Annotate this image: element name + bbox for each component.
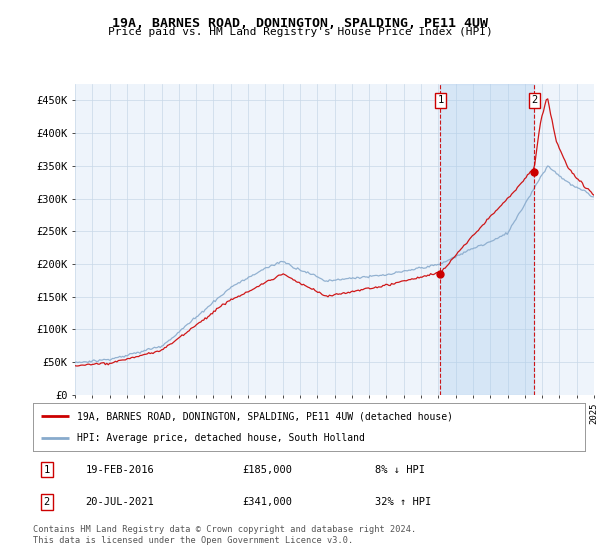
Text: 20-JUL-2021: 20-JUL-2021 (85, 497, 154, 507)
Bar (440, 84, 535, 395)
Text: 32% ↑ HPI: 32% ↑ HPI (375, 497, 431, 507)
Text: 19A, BARNES ROAD, DONINGTON, SPALDING, PE11 4UW (detached house): 19A, BARNES ROAD, DONINGTON, SPALDING, P… (77, 411, 453, 421)
Text: 2: 2 (44, 497, 50, 507)
Text: £341,000: £341,000 (243, 497, 293, 507)
Text: 1: 1 (44, 465, 50, 475)
Text: 19-FEB-2016: 19-FEB-2016 (85, 465, 154, 475)
Text: Price paid vs. HM Land Registry's House Price Index (HPI): Price paid vs. HM Land Registry's House … (107, 27, 493, 37)
Text: £185,000: £185,000 (243, 465, 293, 475)
Text: HPI: Average price, detached house, South Holland: HPI: Average price, detached house, Sout… (77, 433, 365, 443)
Text: 8% ↓ HPI: 8% ↓ HPI (375, 465, 425, 475)
Text: 1: 1 (437, 95, 443, 105)
Text: Contains HM Land Registry data © Crown copyright and database right 2024.
This d: Contains HM Land Registry data © Crown c… (33, 525, 416, 545)
Text: 19A, BARNES ROAD, DONINGTON, SPALDING, PE11 4UW: 19A, BARNES ROAD, DONINGTON, SPALDING, P… (112, 17, 488, 30)
Text: 2: 2 (531, 95, 538, 105)
